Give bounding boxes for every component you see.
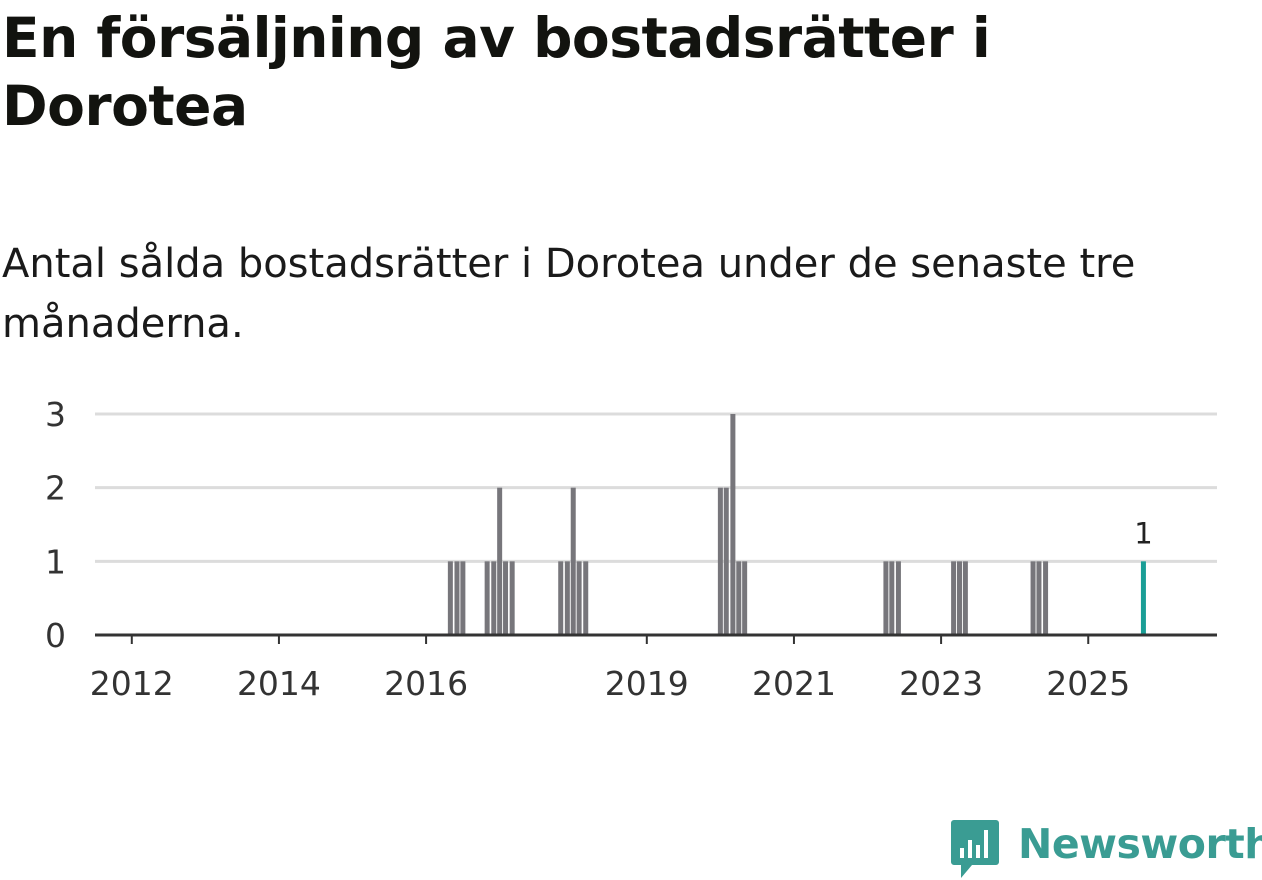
bar [454,561,460,635]
bar [576,561,582,635]
bar [497,487,503,635]
bar [1043,561,1049,635]
bar [460,561,466,635]
y-axis-ticks: 0 1 2 3 [45,395,66,655]
bar [509,561,515,635]
bar [889,561,895,635]
bar [895,561,901,635]
highlight-bar [1140,561,1146,635]
y-tick-label: 1 [45,542,66,581]
x-tick-label: 2014 [237,664,321,703]
bar [583,561,589,635]
bar [956,561,962,635]
bar [503,561,509,635]
bar [1030,561,1036,635]
bars [447,414,1146,635]
x-tick-label: 2021 [752,664,836,703]
y-tick-label: 3 [45,395,66,434]
bar [1036,561,1042,635]
bar [570,487,576,635]
bar [564,561,570,635]
bar [723,487,729,635]
bar [883,561,889,635]
data-label: 1 [1134,516,1152,550]
bar [730,414,736,635]
bar-chart: 0 1 2 3 2012 2014 2016 2019 2021 2023 2025 1 [45,395,1217,703]
bar [962,561,968,635]
x-tick-label: 2025 [1046,664,1130,703]
x-tick-label: 2023 [899,664,983,703]
brand-name: Newsworthy [1018,820,1262,868]
x-tick-label: 2019 [605,664,689,703]
x-tick-label: 2012 [90,664,174,703]
bar [742,561,748,635]
x-axis-ticks: 2012 2014 2016 2019 2021 2023 2025 [90,635,1130,703]
bar [951,561,957,635]
chart-subtitle: Antal sålda bostadsrätter i Dorotea unde… [2,241,1136,347]
data-labels: 1 [1134,516,1152,550]
newsworthy-logo-icon [951,820,999,878]
y-tick-label: 2 [45,469,66,508]
bar [717,487,723,635]
grid-lines [95,412,1217,563]
chart-title: En försäljning av bostadsrätter i Dorote… [2,6,991,138]
bar [491,561,497,635]
y-tick-label: 0 [45,616,66,655]
bar [736,561,742,635]
bar [484,561,490,635]
bar [447,561,453,635]
bar [558,561,564,635]
x-tick-label: 2016 [384,664,468,703]
newsworthy-logo: Newsworthy [950,818,1262,880]
